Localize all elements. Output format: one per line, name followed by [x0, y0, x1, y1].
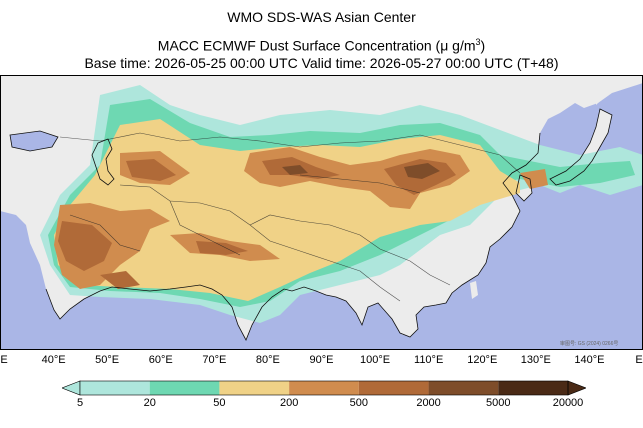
- longitude-tick-label: E: [635, 354, 643, 366]
- longitude-tick-label: E: [0, 354, 8, 366]
- longitude-tick-label: 110°E: [414, 354, 444, 366]
- title-line-2: MACC ECMWF Dust Surface Concentration (μ…: [157, 37, 486, 54]
- title-line-3: Base time: 2026-05-25 00:00 UTC Valid ti…: [84, 55, 559, 71]
- longitude-tick-label: 40°E: [41, 354, 66, 366]
- colorbar-segment: [358, 381, 429, 395]
- hainan-island: [400, 325, 410, 335]
- colorbar-tick-label: 20000: [552, 397, 584, 409]
- longitude-tick-label: 60°E: [148, 354, 173, 366]
- longitude-tick-label: 80°E: [255, 354, 280, 366]
- colorbar-tick-label: 20: [143, 397, 156, 409]
- japan-islands: [550, 109, 612, 185]
- title-line-1: WMO SDS-WAS Asian Center: [227, 9, 416, 25]
- colorbar-tick-label: 200: [279, 397, 299, 409]
- colorbar-tick-label: 5000: [486, 397, 511, 409]
- country-borders: [59, 132, 521, 302]
- longitude-tick-label: 130°E: [520, 354, 551, 366]
- colorbar-segment: [428, 381, 499, 395]
- colorbar-tick-label: 50: [213, 397, 226, 409]
- longitude-tick-label: 50°E: [95, 354, 120, 366]
- longitude-tick-label: 100°E: [360, 354, 391, 366]
- colorbar-segment: [219, 381, 290, 395]
- coastlines: [9, 108, 613, 341]
- longitude-tick-label: 140°E: [574, 354, 605, 366]
- black-sea: [10, 131, 58, 151]
- colorbar-tick-label: 5: [76, 397, 84, 409]
- longitude-tick-label: 90°E: [309, 354, 334, 366]
- colorbar-segment: [498, 381, 568, 395]
- colorbar-tick-label: 2000: [416, 397, 441, 409]
- colorbar-tick-label: 500: [349, 397, 369, 409]
- colorbar: [62, 380, 586, 396]
- colorbar-segment: [80, 381, 150, 395]
- longitude-tick-label: 120°E: [467, 354, 498, 366]
- dust-field-layer: [40, 85, 643, 323]
- colorbar-frame: [79, 380, 569, 396]
- taiwan-island: [470, 281, 478, 299]
- colorbar-segment: [289, 381, 359, 395]
- longitude-tick-label: 70°E: [202, 354, 227, 366]
- colorbar-extend-low: [62, 380, 81, 396]
- colorbar-segment: [149, 381, 220, 395]
- dust-concentration-map: 审图号: GS (2024) 0266号: [0, 75, 643, 350]
- sakhalin-island: [596, 79, 604, 105]
- map-attribution: 审图号: GS (2024) 0266号: [560, 340, 618, 347]
- colorbar-extend-high: [567, 380, 586, 396]
